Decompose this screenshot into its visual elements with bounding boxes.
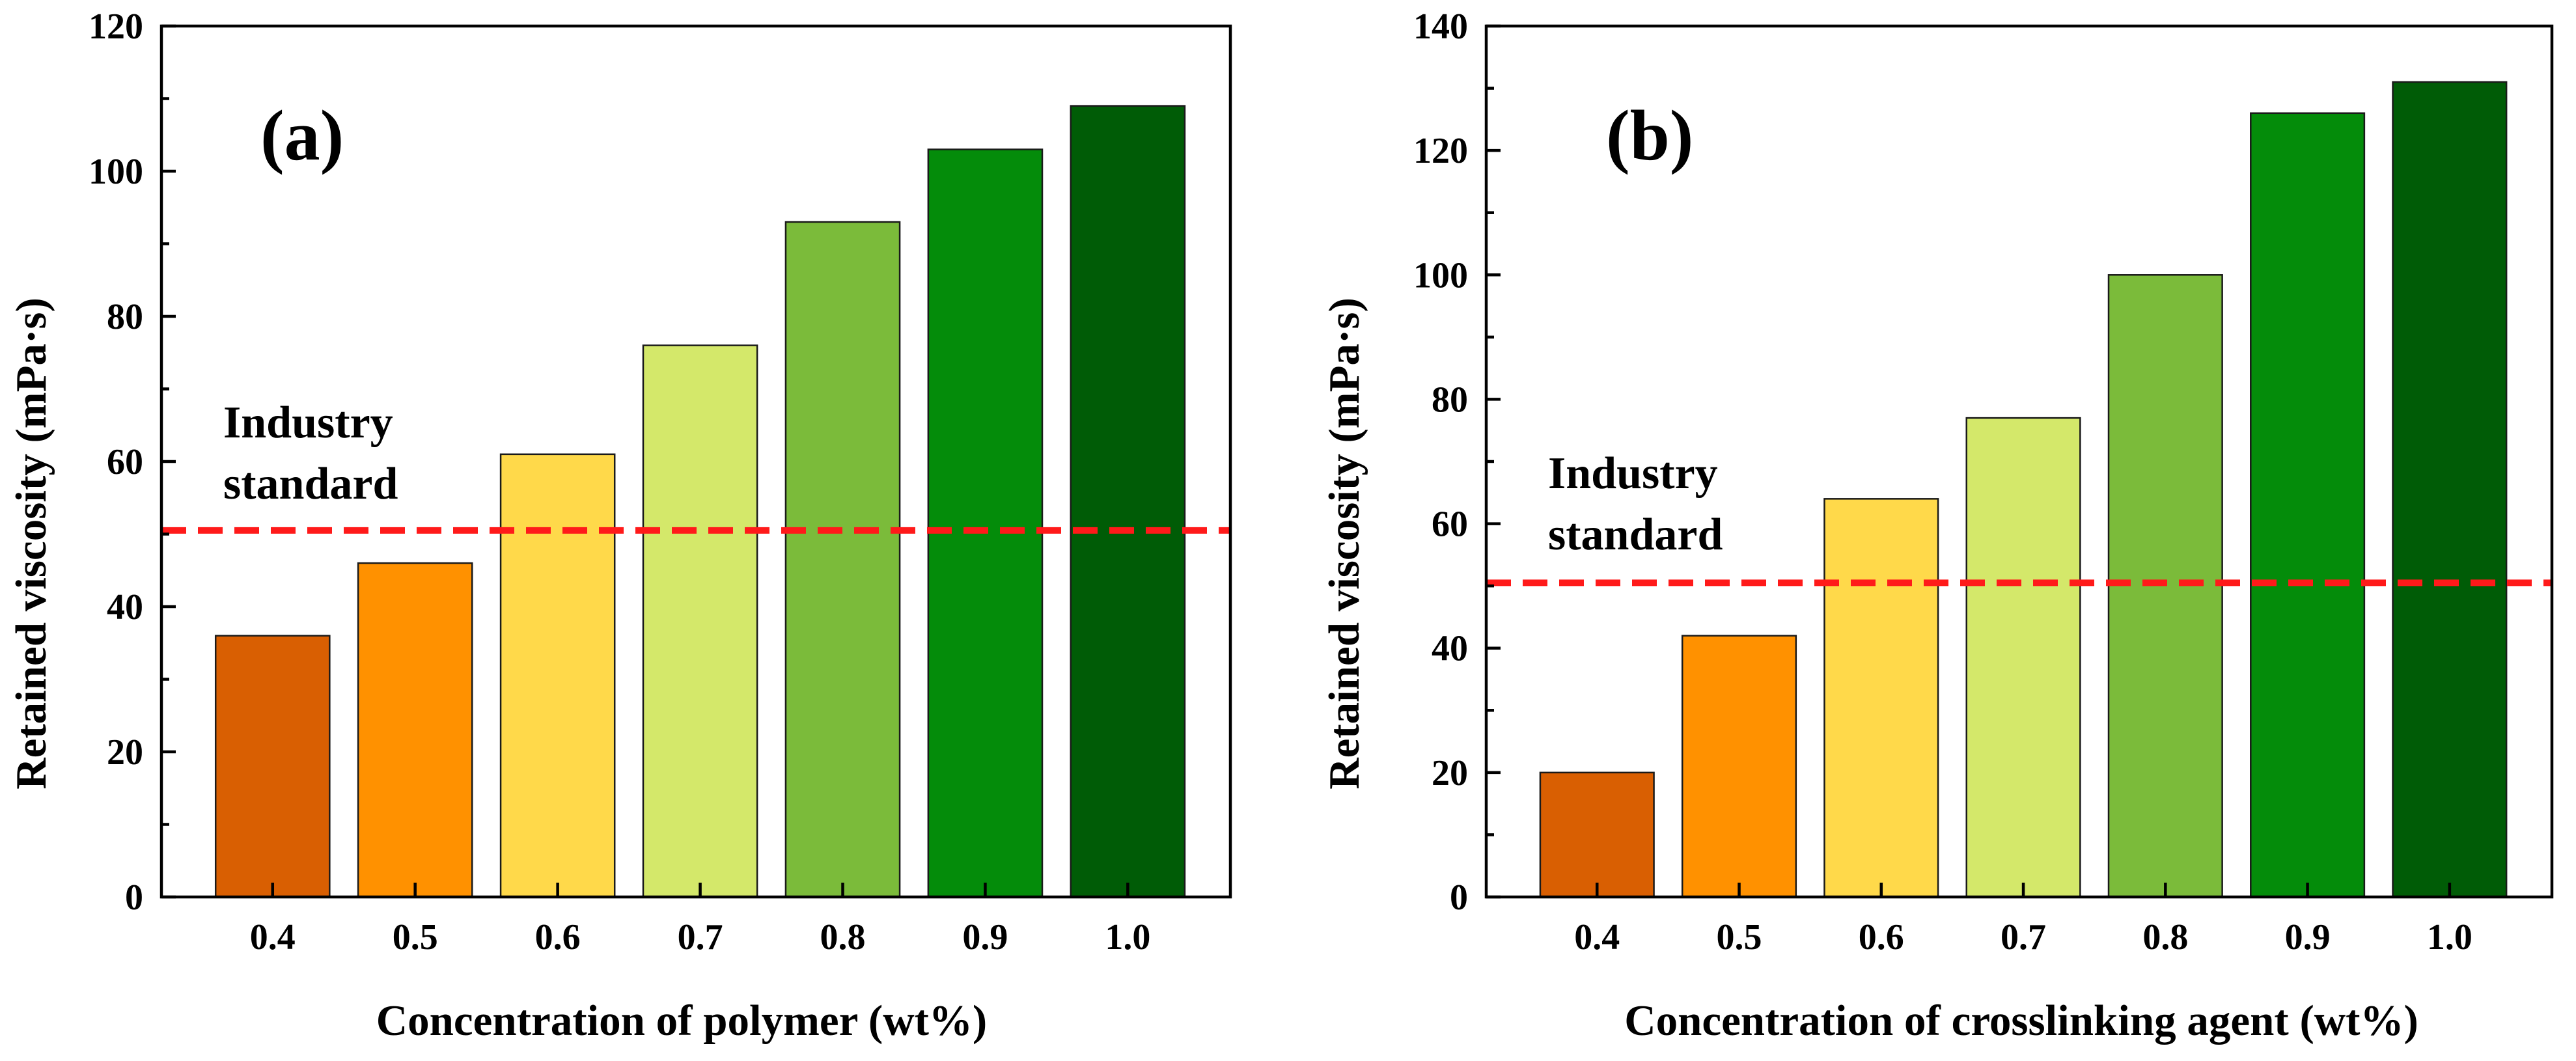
x-tick-label: 0.8 — [820, 917, 866, 958]
bar-0.7 — [1965, 417, 2081, 898]
bar-0.9 — [927, 148, 1044, 898]
x-tick-label: 1.0 — [2427, 917, 2472, 958]
x-tick-label: 0.7 — [2001, 917, 2046, 958]
x-tick-label: 0.6 — [1859, 917, 1904, 958]
y-tick-label: 80 — [1432, 379, 1468, 420]
y-tick-label: 0 — [125, 877, 143, 918]
x-tick-label: 0.9 — [962, 917, 1008, 958]
panel-label-a: (a) — [260, 96, 344, 175]
x-tick-label: 0.5 — [1717, 917, 1762, 958]
y-tick-label: 20 — [107, 732, 143, 773]
reference-label-line1-b: Industry — [1548, 448, 1718, 499]
x-tick-label: 0.8 — [2142, 917, 2188, 958]
bar-1.0 — [1070, 105, 1186, 898]
bar-0.9 — [2250, 112, 2366, 898]
reference-label-line2-a: standard — [223, 459, 398, 509]
x-axis-title-b: Concentration of crosslinking agent (wt%… — [1624, 997, 2418, 1045]
x-tick-label: 0.7 — [678, 917, 723, 958]
y-tick-labels-b: 0 20 40 60 80 100 120 140 — [1413, 7, 1468, 918]
y-tick-labels-a: 0 20 40 60 80 100 120 — [89, 7, 143, 918]
x-axis-title-a: Concentration of polymer (wt%) — [376, 997, 987, 1045]
chart-panel-b: 0 20 40 60 80 100 120 140 0.4 0.5 0.6 0.7 0.8 0.9 1.0… — [1320, 7, 2554, 1045]
x-tick-label: 0.4 — [250, 917, 296, 958]
bar-0.6 — [1823, 498, 1939, 898]
y-tick-label: 60 — [107, 442, 143, 482]
y-tick-label: 140 — [1413, 7, 1468, 47]
y-tick-label: 20 — [1432, 753, 1468, 793]
bar-0.4 — [214, 635, 331, 898]
x-tick-label: 0.9 — [2285, 917, 2331, 958]
bar-series-a — [214, 105, 1186, 898]
chart-panel-a: 0 20 40 60 80 100 120 0.4 0.5 0.6 0.7 0.8 0.9 1.0 (a… — [7, 7, 1232, 1045]
bar-0.5 — [357, 562, 473, 898]
y-tick-label: 120 — [89, 7, 143, 47]
axis-ticks-a — [161, 24, 1129, 899]
y-tick-label: 0 — [1450, 877, 1468, 918]
axis-ticks-b — [1486, 24, 2452, 899]
x-tick-label: 0.6 — [535, 917, 581, 958]
x-tick-labels-a: 0.4 0.5 0.6 0.7 0.8 0.9 1.0 — [250, 917, 1151, 958]
bar-0.8 — [784, 221, 901, 898]
x-tick-label: 1.0 — [1105, 917, 1150, 958]
bar-0.5 — [1681, 635, 1797, 898]
y-axis-title-b: Retained viscosity (mPa·s) — [1320, 297, 1368, 790]
y-tick-label: 100 — [1413, 255, 1468, 296]
bar-1.0 — [2392, 81, 2508, 898]
y-axis-title-a: Retained viscosity (mPa·s) — [7, 297, 55, 790]
bar-0.7 — [642, 344, 758, 898]
y-tick-label: 80 — [107, 297, 143, 337]
reference-label-line1-a: Industry — [223, 398, 393, 448]
y-tick-label: 120 — [1413, 131, 1468, 171]
y-tick-label: 100 — [89, 152, 143, 192]
panel-label-b: (b) — [1606, 96, 1693, 175]
bar-0.6 — [499, 453, 616, 898]
x-tick-labels-b: 0.4 0.5 0.6 0.7 0.8 0.9 1.0 — [1574, 917, 2472, 958]
reference-label-line2-b: standard — [1548, 510, 1723, 560]
x-tick-label: 0.4 — [1574, 917, 1620, 958]
y-tick-label: 40 — [1432, 629, 1468, 669]
y-tick-label: 40 — [107, 587, 143, 627]
x-tick-label: 0.5 — [393, 917, 438, 958]
bar-0.4 — [1539, 771, 1655, 898]
y-tick-label: 60 — [1432, 504, 1468, 545]
